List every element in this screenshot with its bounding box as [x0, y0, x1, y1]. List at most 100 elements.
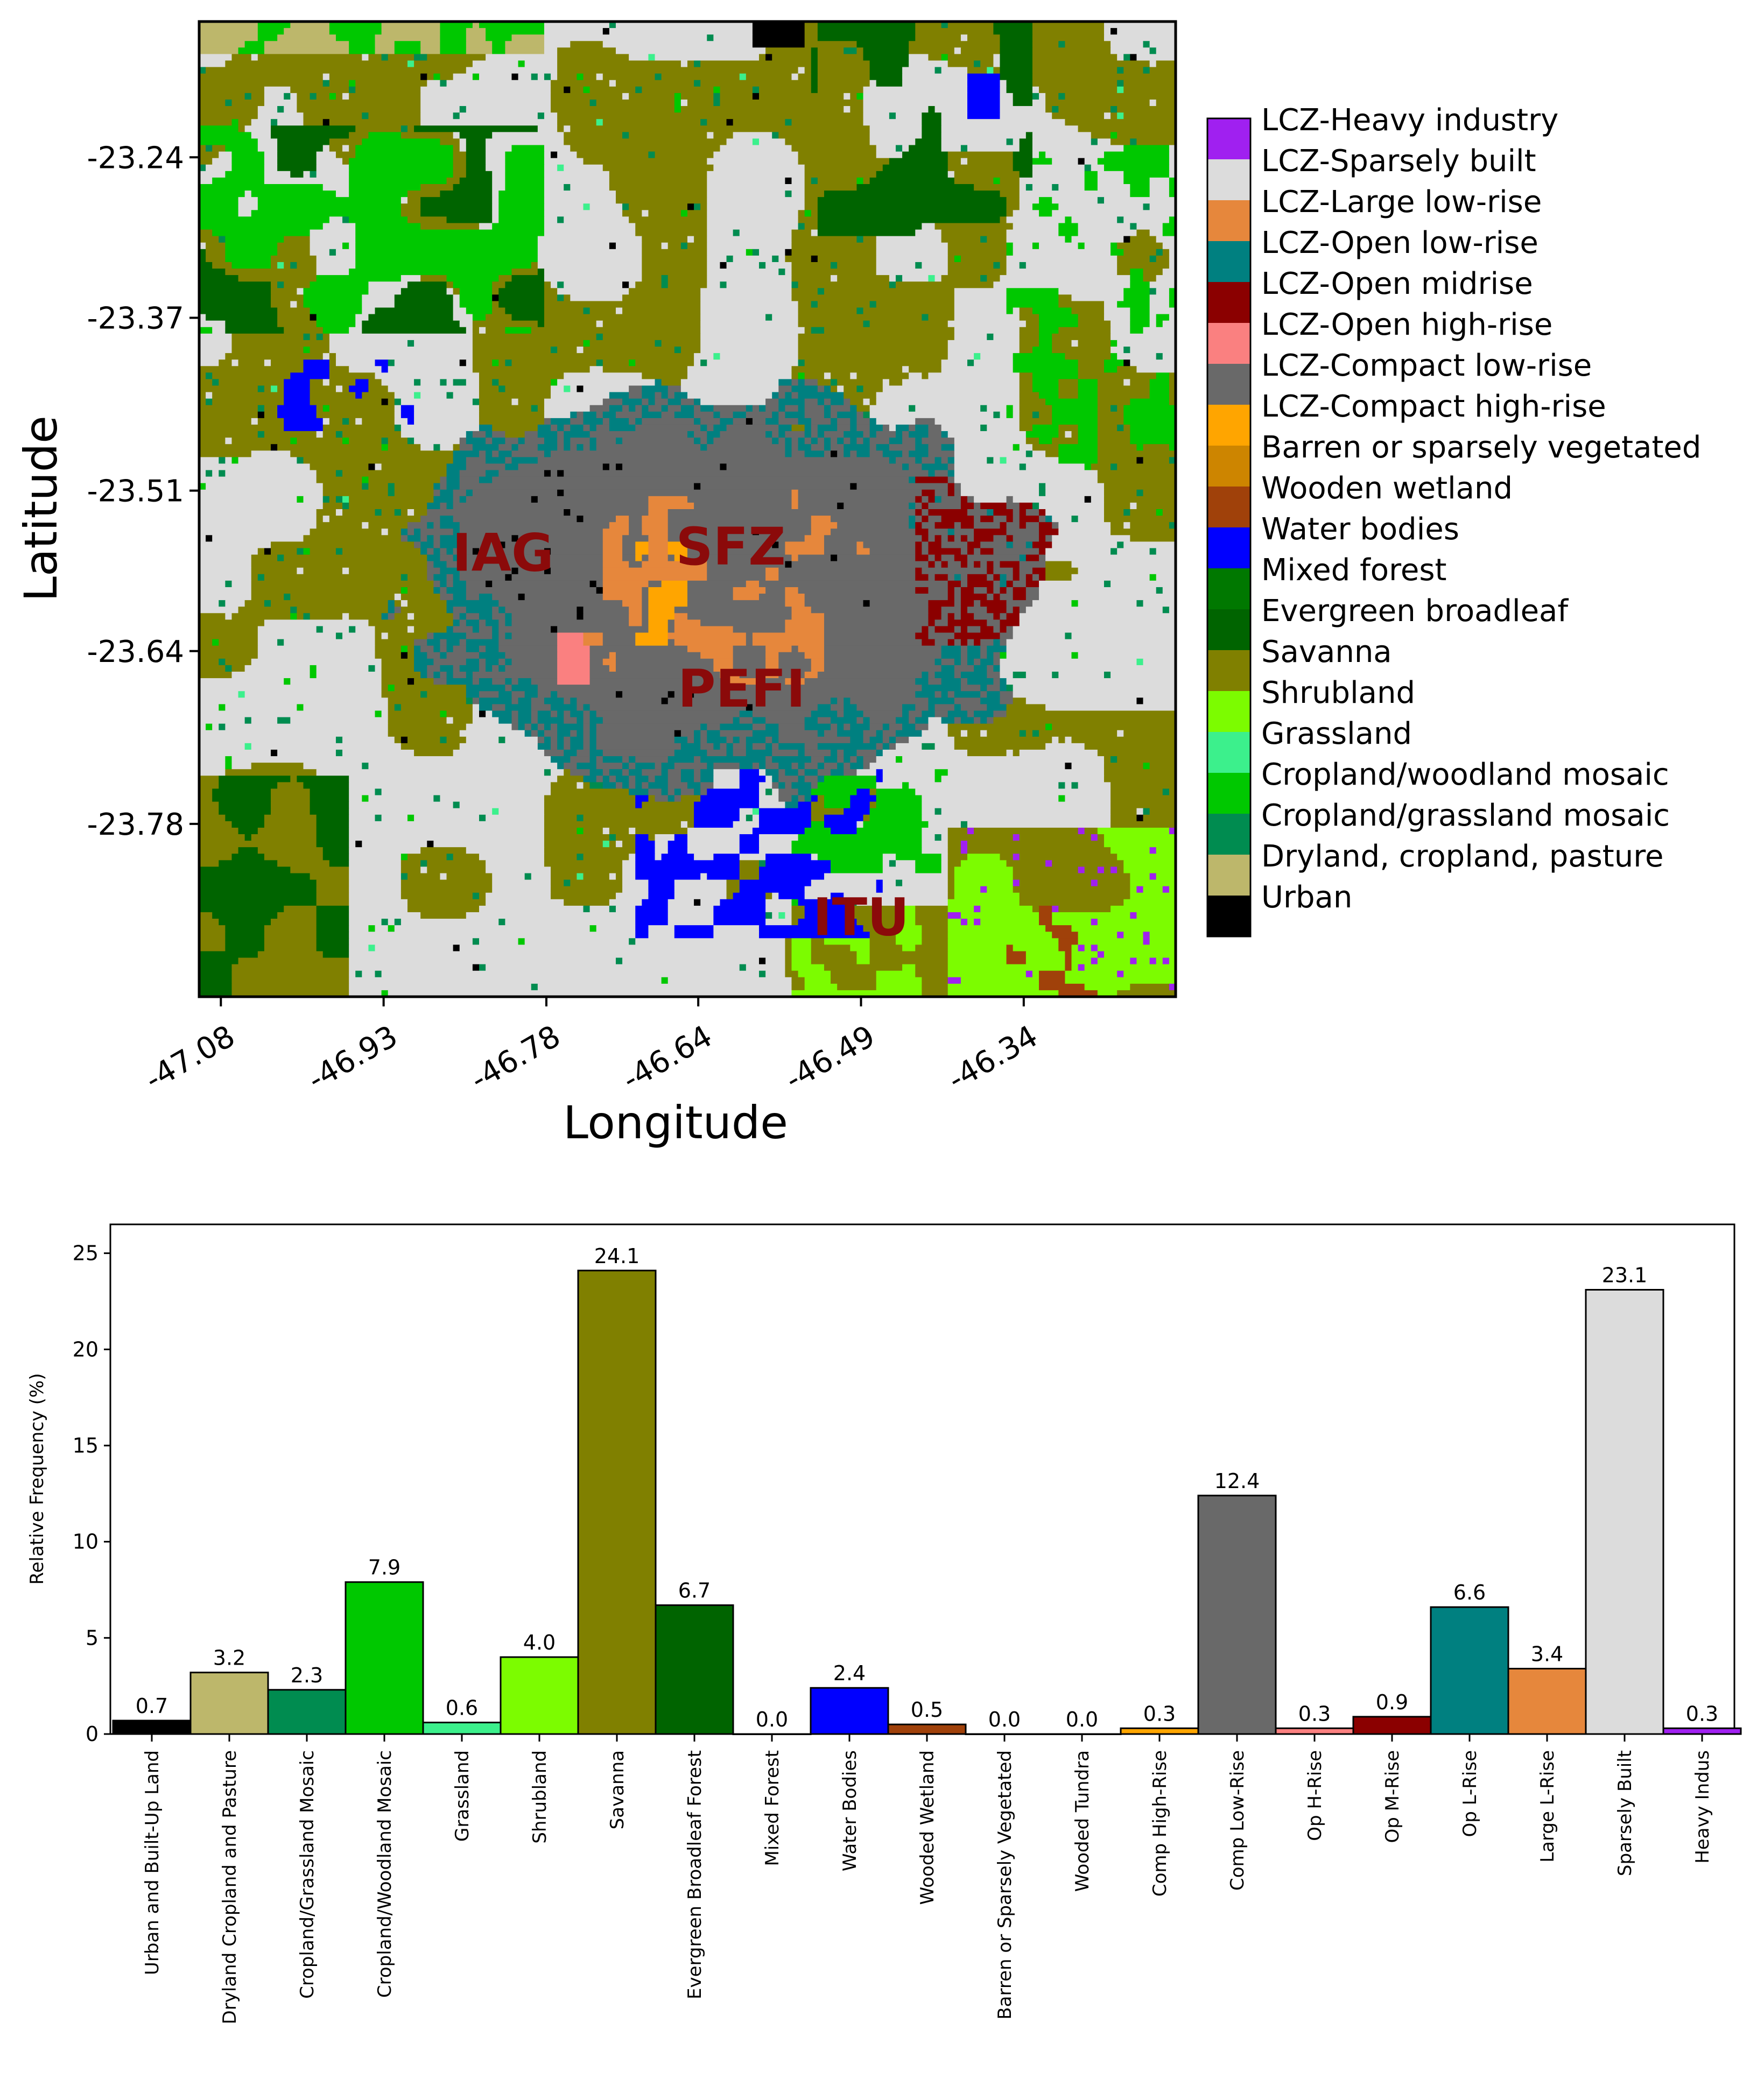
map-cell [479, 392, 551, 399]
map-cell [1006, 600, 1033, 607]
map-cell [733, 255, 772, 263]
map-cell [349, 854, 402, 861]
map-cell [427, 866, 486, 874]
map-cell [1162, 320, 1176, 328]
map-cell [459, 554, 603, 562]
map-cell [941, 138, 1007, 146]
map-cell [537, 457, 890, 464]
map-cell [1123, 177, 1150, 185]
map-cell [531, 262, 538, 269]
map-cell [551, 626, 558, 633]
map-cell [316, 905, 349, 913]
map-cell [831, 860, 883, 867]
map-cell [960, 594, 987, 601]
map-cell [1065, 236, 1072, 243]
map-cell [271, 444, 278, 451]
map-cell [674, 619, 701, 627]
map-cell [368, 379, 382, 386]
map-cell [231, 151, 265, 159]
map-cell [1006, 860, 1046, 867]
map-cell [1130, 438, 1176, 445]
map-cell [1149, 229, 1163, 237]
map-cell [335, 548, 343, 555]
map-cell [206, 372, 213, 379]
map-cell [694, 60, 701, 68]
map-cell [947, 269, 1007, 276]
map-cell [941, 561, 948, 568]
map-cell [1058, 990, 1098, 997]
map-cell [909, 450, 929, 457]
map-cell [564, 763, 578, 770]
map-cell [231, 821, 265, 828]
map-cell [980, 236, 987, 243]
map-cell [492, 281, 505, 288]
map-cell [596, 333, 603, 341]
map-cell [778, 665, 812, 672]
map-cell [400, 879, 493, 887]
map-cell [290, 22, 330, 29]
map-cell [453, 450, 480, 457]
map-cell [798, 67, 805, 74]
map-cell [459, 535, 512, 542]
map-cell [342, 496, 349, 503]
map-cell [199, 717, 245, 724]
bar-value-label: 3.2 [213, 1646, 245, 1670]
map-cell [400, 210, 421, 217]
map-cell [954, 691, 981, 698]
map-cell [199, 470, 206, 477]
map-cell [902, 73, 968, 81]
map-cell [1019, 567, 1033, 575]
map-cell [492, 41, 505, 48]
map-cell [947, 957, 1007, 965]
map-cell [400, 743, 460, 750]
map-cell [551, 385, 564, 393]
map-cell [785, 561, 792, 568]
map-cell [661, 763, 675, 770]
map-cell [1006, 522, 1020, 529]
map-cell [1117, 132, 1176, 139]
map-cell [895, 112, 922, 119]
map-cell [583, 743, 591, 750]
map-cell [811, 60, 818, 68]
map-cell [511, 619, 629, 627]
map-cell [394, 509, 402, 516]
map-cell [772, 314, 799, 321]
map-cell [244, 125, 271, 132]
map-cell [602, 827, 610, 835]
map-cell [1169, 145, 1176, 152]
map-cell [570, 879, 623, 887]
map-cell [915, 509, 922, 516]
map-cell [824, 964, 903, 971]
map-cell [388, 607, 395, 614]
map-cell [322, 184, 349, 191]
map-cell [811, 957, 858, 965]
map-cell [817, 717, 831, 724]
map-cell [225, 327, 284, 334]
map-cell [811, 80, 818, 87]
map-cell [492, 710, 512, 718]
legend-label: Water bodies [1261, 512, 1459, 547]
map-cell [915, 788, 1111, 796]
map-cell [772, 756, 812, 763]
map-cell [329, 216, 343, 224]
map-cell [284, 262, 291, 269]
map-cell [1058, 938, 1079, 945]
map-cell [453, 626, 473, 633]
map-cell [791, 366, 903, 373]
map-cell [1000, 658, 1137, 666]
map-cell [739, 814, 747, 822]
map-cell [1130, 983, 1170, 991]
map-cell [720, 99, 864, 107]
map-cell [589, 340, 656, 347]
map-cell [850, 736, 864, 744]
map-cell [713, 925, 760, 932]
map-cell [537, 730, 545, 737]
map-cell [537, 723, 545, 731]
map-cell [1111, 405, 1118, 412]
map-cell [922, 827, 948, 835]
map-cell [199, 431, 258, 438]
map-cell [564, 710, 571, 718]
map-cell [941, 112, 968, 119]
map-cell [257, 385, 265, 393]
